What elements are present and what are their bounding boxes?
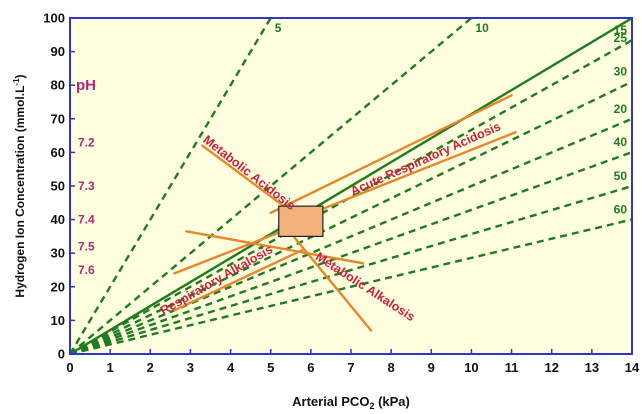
x-tick-label-11: 11 [505, 360, 519, 375]
isobar-line-20 [70, 117, 632, 354]
isobar-layer [70, 18, 632, 354]
x-axis-label: Arterial PCO2 (kPa) [292, 394, 410, 411]
x-tick-label-10: 10 [464, 360, 478, 375]
x-tick-label-5: 5 [267, 360, 274, 375]
y-tick-label-100: 100 [43, 11, 65, 26]
x-tick-label-3: 3 [187, 360, 194, 375]
x-tick-label-2: 2 [147, 360, 154, 375]
isobar-line-5 [70, 18, 272, 354]
x-tick-label-8: 8 [388, 360, 395, 375]
y-tick-label-90: 90 [51, 44, 65, 59]
normal-range-box [278, 205, 324, 238]
band-line-2-1 [173, 248, 305, 312]
y-axis-label: Hydrogen Ion Concentration (mmol.L-1) [12, 74, 27, 297]
ph-label-7.2: 7.2 [78, 135, 95, 149]
y-tick-label-70: 70 [51, 111, 65, 126]
band-line-2-0 [173, 225, 296, 275]
isobar-line-40 [70, 151, 632, 354]
isobar-line-30 [70, 80, 632, 354]
x-tick-label-12: 12 [544, 360, 558, 375]
x-tick-label-4: 4 [227, 360, 235, 375]
ph-label-layer: pH 7.2 7.3 7.4 7.5 7.6 [76, 77, 96, 277]
ph-title: pH [76, 77, 96, 94]
isobar-label-30: 30 [614, 65, 628, 79]
x-tick-label-13: 13 [585, 360, 599, 375]
y-tick-label-40: 40 [51, 212, 65, 227]
ph-label-7.3: 7.3 [78, 179, 95, 193]
isobar-label-10: 10 [475, 21, 489, 35]
band-line-3-0 [289, 231, 373, 332]
isobar-line-10 [70, 18, 473, 354]
isobar-label-5: 5 [275, 21, 282, 35]
x-tick-label-7: 7 [347, 360, 354, 375]
x-tick-label-14: 14 [625, 360, 640, 375]
ph-label-7.5: 7.5 [78, 239, 95, 253]
isobar-label-20: 20 [614, 102, 628, 116]
isobar-line-25 [70, 18, 632, 354]
band-line-1-0 [269, 94, 513, 215]
isobar-label-25: 25 [614, 31, 628, 45]
isobar-line-50 [70, 184, 632, 354]
y-tick-label-10: 10 [51, 313, 65, 328]
x-tick-label-1: 1 [107, 360, 114, 375]
y-tick-label-80: 80 [51, 78, 65, 93]
x-tick-label-6: 6 [307, 360, 314, 375]
y-tick-label-30: 30 [51, 246, 65, 261]
isobar-label-50: 50 [614, 169, 628, 183]
isobar-label-15: 15 [614, 23, 628, 37]
isobar-label-60: 60 [614, 202, 628, 216]
y-tick-label-20: 20 [51, 279, 65, 294]
x-tick-label-0: 0 [66, 360, 73, 375]
axis-ticks: 0 1 2 3 4 5 6 7 8 9 10 11 12 13 1401020304050607080901… [43, 11, 640, 376]
y-tick-label-50: 50 [51, 179, 65, 194]
ph-label-7.4: 7.4 [78, 213, 95, 227]
y-tick-label-60: 60 [51, 145, 65, 160]
x-tick-label-9: 9 [428, 360, 435, 375]
ph-label-7.6: 7.6 [78, 263, 95, 277]
y-tick-label-0: 0 [58, 347, 65, 362]
isobar-line-60 [70, 218, 632, 354]
band-line-0-1 [185, 230, 365, 265]
isobar-label-40: 40 [614, 135, 628, 149]
